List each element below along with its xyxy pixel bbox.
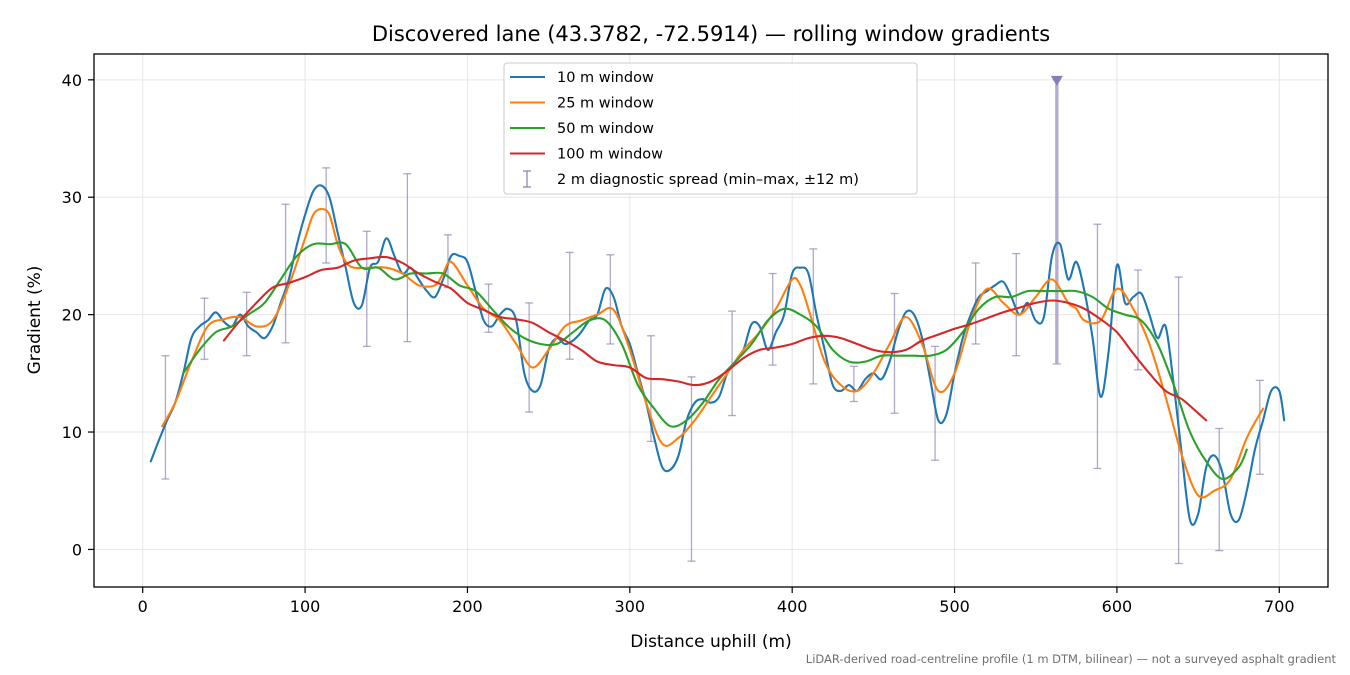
spread-errorbar: [809, 248, 818, 385]
y-tick-label: 20: [62, 306, 82, 325]
legend-item: 100 m window: [510, 147, 663, 163]
spread-errorbar: [606, 254, 615, 345]
legend-label: 100 m window: [557, 147, 663, 163]
y-axis-label: Gradient (%): [25, 266, 45, 375]
axes: 0 100 200 300 400 500 600 700 0 10 20 30 40: [62, 71, 1295, 616]
spread-errorbar: [1255, 379, 1264, 475]
x-tick-label: 600: [1102, 597, 1133, 616]
legend-label: 50 m window: [557, 121, 654, 137]
spread-errorbar: [403, 173, 412, 343]
x-tick-label: 500: [939, 597, 970, 616]
spread-errorbar: [890, 292, 899, 414]
spread-errorbar: [200, 297, 209, 360]
spread-errorbar: [161, 355, 170, 480]
legend-item: 2 m diagnostic spread (min–max, ±12 m): [523, 170, 859, 188]
legend-label: 2 m diagnostic spread (min–max, ±12 m): [557, 172, 859, 188]
spread-errorbar: [322, 167, 331, 264]
plot-frame: [93, 53, 1329, 588]
spread-errorbar: [362, 230, 371, 347]
series-line: [222, 255, 1208, 422]
y-tick-label: 40: [62, 71, 82, 90]
chart-title: Discovered lane (43.3782, -72.5914) — ro…: [372, 22, 1050, 46]
spread-errorbar: [1093, 223, 1102, 470]
legend-label: 10 m window: [557, 70, 654, 86]
series-line: [149, 184, 1286, 526]
legend-item: 50 m window: [510, 121, 654, 137]
errorbar-layer: [161, 75, 1264, 565]
x-tick-label: 100: [290, 597, 321, 616]
y-tick-label: 0: [72, 540, 82, 559]
x-axis-label: Distance uphill (m): [630, 632, 791, 652]
x-tick-label: 400: [777, 597, 808, 616]
legend: 10 m window 25 m window 50 m window 100 m w…: [503, 62, 918, 195]
footnote: LiDAR-derived road-centreline profile (1…: [805, 652, 1336, 666]
x-tick-label: 0: [138, 597, 148, 616]
legend-item: 25 m window: [510, 96, 654, 112]
y-tick-label: 30: [62, 188, 82, 207]
series-layer: [149, 184, 1286, 526]
x-tick-label: 700: [1264, 597, 1295, 616]
legend-box: [503, 62, 918, 195]
spread-errorbar: [849, 365, 858, 403]
spread-errorbar: [1012, 252, 1021, 357]
legend-item: 10 m window: [510, 70, 654, 86]
legend-label: 25 m window: [557, 96, 654, 112]
spread-errorbar: [525, 302, 534, 413]
x-tick-label: 200: [452, 597, 483, 616]
x-tick-label: 300: [615, 597, 646, 616]
spread-errorbar: [768, 272, 777, 366]
y-tick-label: 10: [62, 423, 82, 442]
spread-errorbar: [484, 283, 493, 333]
spread-errorbar: [728, 310, 737, 417]
series-line: [161, 207, 1265, 499]
series-line: [182, 241, 1248, 481]
down-triangle-marker: [1050, 75, 1063, 86]
